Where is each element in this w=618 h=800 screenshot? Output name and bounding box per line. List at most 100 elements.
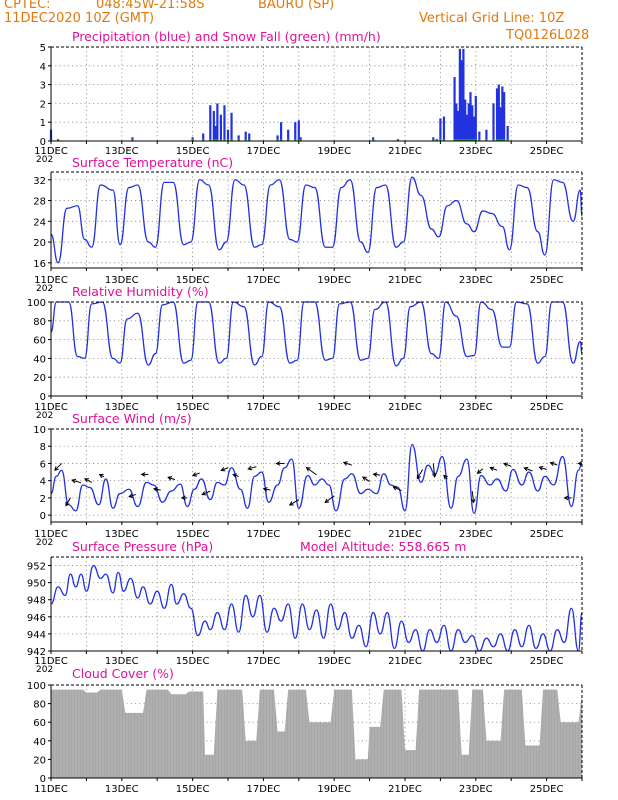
wind-x-tick-label: 13DEC [105,529,139,540]
wind-arrow-head [167,476,173,481]
pressure-x-tick-label: 11DEC [34,656,68,667]
snow-bar [202,139,205,141]
wind-y-tick-label: 10 [33,425,46,436]
pressure-x-tick-label: 15DEC [176,656,210,667]
temperature-x-tick-label: 25DEC [530,275,564,286]
cloud-y-tick-label: 40 [33,737,46,748]
snow-bar [237,139,240,141]
precip-bar [230,112,233,141]
wind-arrow-head [476,469,482,474]
snow-bar [299,139,302,141]
precip-bar [453,77,456,141]
precip-y-tick-label: 3 [40,81,46,92]
pressure-y-tick-label: 948 [27,596,46,607]
precip-bar [457,110,460,141]
wind-arrow-head [538,465,544,471]
x-year-label: 202 [36,411,53,421]
wind-arrow-head [275,461,281,466]
cloud-x-tick-label: 15DEC [176,784,210,795]
wind-arrow [289,499,300,506]
header-grid-note: Vertical Grid Line: 10Z [419,11,565,26]
wind-arrow [201,490,211,496]
temperature-y-tick-label: 16 [33,259,46,270]
snow-bar [457,139,460,141]
wind-y-tick-label: 2 [40,494,46,505]
x-year-label: 202 [36,284,53,294]
snow-bar [497,139,500,141]
wind-arrow-head [470,498,476,504]
precip-bar [506,125,509,141]
wind-arrow [490,467,498,471]
snow-bar [467,139,470,141]
precip-bar [202,133,205,141]
precip-x-tick-label: 11DEC [34,146,68,157]
snow-bar [226,139,230,141]
wind-arrow-head [84,478,89,483]
precip-bar [442,116,446,141]
precip-bar [492,103,495,141]
wind-arrow [503,463,512,467]
snow-bar [474,139,477,141]
wind-panel: 0 2 4 6 8 10 11DEC 13DEC 15DEC 17DEC 19DEC 21DEC 23D… [33,411,583,548]
snow-bar [472,139,476,141]
precip-bar [439,118,442,141]
precip-bar [471,105,474,141]
precip-bar [280,122,283,141]
wind-arrow-head [288,501,294,506]
snow-bar [442,139,446,141]
wind-x-tick-label: 23DEC [459,529,493,540]
snow-bar [432,139,435,141]
precip-bar [460,60,463,141]
pressure-y-tick-label: 944 [27,630,46,641]
pressure-x-tick-label: 17DEC [247,656,281,667]
precip-x-tick-label: 19DEC [317,146,351,157]
precip-bar [244,131,247,141]
wind-arrow [306,467,317,476]
wind-arrow [477,468,484,474]
wind-x-tick-label: 17DEC [247,529,281,540]
precip-x-tick-label: 23DEC [459,146,493,157]
temperature-x-tick-label: 17DEC [247,275,281,286]
temperature-x-tick-label: 15DEC [176,275,210,286]
cloud-x-tick-label: 25DEC [530,784,564,795]
wind-arrow-head [54,466,59,471]
cloud-title: Cloud Cover (%) [72,666,174,681]
humidity-title: Relative Humidity (%) [72,284,209,299]
wind-arrow-head [232,473,238,478]
pressure-x-tick-label: 21DEC [388,656,422,667]
pressure-x-tick-label: 25DEC [530,656,564,667]
x-year-label: 202 [36,538,53,548]
temperature-x-tick-label: 11DEC [34,275,68,286]
pressure-y-tick-label: 952 [27,562,46,573]
wind-arrow [416,469,424,479]
wind-arrow-head [98,473,104,479]
wind-title: Surface Wind (m/s) [72,411,192,426]
wind-x-tick-label: 15DEC [176,529,210,540]
wind-arrow-head [431,473,437,478]
wind-arrow [71,479,82,484]
humidity-x-tick-label: 15DEC [176,402,210,413]
pressure-panel: 942 944 946 948 950 952 11DEC 13DEC 15DEC 17DEC 19… [27,539,583,675]
wind-arrow-head [180,495,186,501]
pressure-line [50,564,583,652]
wind-y-tick-label: 6 [40,459,46,470]
precip-bar [209,105,212,141]
snow-bar [276,139,279,141]
wind-arrow [248,466,257,470]
wind-arrow [524,467,533,472]
wind-arrow [373,473,381,476]
snow-bar [219,139,223,141]
wind-x-tick-label: 19DEC [317,529,351,540]
wind-arrow-head [128,493,134,498]
precip-bar [223,105,226,141]
snow-bar [499,139,502,141]
snow-bar [471,139,474,141]
humidity-y-tick-label: 20 [33,373,46,384]
precip-bar [503,92,506,141]
wind-arrow [192,472,200,477]
snow-bar [464,139,467,141]
wind-x-tick-label: 21DEC [388,529,422,540]
snow-bar [469,139,472,141]
precip-x-tick-label: 13DEC [105,146,139,157]
